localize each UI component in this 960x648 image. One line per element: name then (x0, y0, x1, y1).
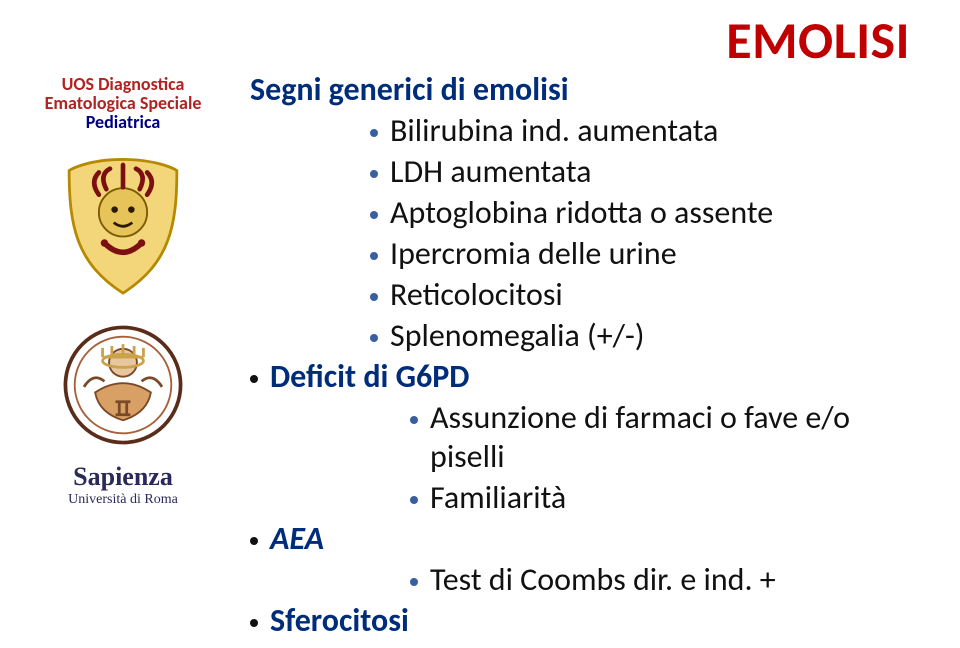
list-item: Splenomegalia (+/-) (370, 316, 920, 355)
bullet-icon (370, 170, 378, 178)
section-title: Deficit di G6PD (270, 357, 469, 396)
list-item: LDH aumentata (370, 152, 920, 191)
university-subtitle: Università di Roma (68, 492, 178, 508)
bullet-icon (250, 537, 258, 545)
list-item: Ipercromia delle urine (370, 234, 920, 273)
bullet-icon (370, 211, 378, 219)
list-item-text: Aptoglobina ridotta o assente (390, 193, 773, 232)
list-item: Assunzione di farmaci o fave e/o piselli (410, 398, 920, 476)
slide-title: EMOLISI (726, 8, 910, 72)
bullet-icon (410, 496, 418, 504)
left-logo-column: UOS Diagnostica Ematologica Speciale Ped… (18, 75, 228, 508)
list-item-text: Macrocitosi (478, 642, 630, 648)
list-item-text: Splenomegalia (+/-) (390, 316, 645, 355)
list-item: Familiarità (410, 478, 920, 517)
section-heading-g6pd: Deficit di G6PD (250, 357, 920, 396)
sapienza-seal-icon (58, 320, 188, 450)
list-item-text: Bilirubina ind. aumentata (390, 111, 718, 150)
section-heading-emolisi-signs: Segni generici di emolisi (250, 70, 920, 109)
content-area: Segni generici di emolisi Bilirubina ind… (250, 70, 920, 648)
list-item: Bilirubina ind. aumentata (370, 111, 920, 150)
org-line-2: Ematologica Speciale (45, 94, 202, 113)
section-heading-aea: AEA (250, 519, 920, 558)
bullet-icon (250, 375, 258, 383)
org-unit-text: UOS Diagnostica Ematologica Speciale Ped… (45, 75, 202, 132)
university-name: Sapienza (68, 462, 178, 492)
list-item: Aptoglobina ridotta o assente (370, 193, 920, 232)
bullet-icon (370, 252, 378, 260)
medusa-shield-icon (58, 152, 188, 301)
list-item-text: LDH aumentata (390, 152, 591, 191)
list-item-text: Test di Coombs dir. e ind. + (430, 560, 776, 599)
list-item-text: Reticolocitosi (390, 275, 563, 314)
org-line-3: Pediatrica (45, 113, 202, 132)
bullet-icon (370, 334, 378, 342)
bullet-icon (370, 293, 378, 301)
slide: EMOLISI UOS Diagnostica Ematologica Spec… (0, 0, 960, 648)
list-item-text: Familiarità (430, 478, 566, 517)
section-heading-sferocitosi: Sferocitosi (250, 601, 920, 640)
list-item-text: Ipercromia delle urine (390, 234, 677, 273)
section-title: AEA (270, 519, 324, 558)
list-item: » Macrocitosi (450, 642, 920, 648)
university-text: Sapienza Università di Roma (68, 462, 178, 508)
bullet-icon (410, 578, 418, 586)
bullet-icon (370, 129, 378, 137)
list-item: Reticolocitosi (370, 275, 920, 314)
bullet-icon (250, 619, 258, 627)
list-item-text: Assunzione di farmaci o fave e/o piselli (430, 398, 920, 476)
section-title: Segni generici di emolisi (250, 70, 569, 109)
section-title: Sferocitosi (270, 601, 409, 640)
list-item: Test di Coombs dir. e ind. + (410, 560, 920, 599)
bullet-icon (410, 416, 418, 424)
